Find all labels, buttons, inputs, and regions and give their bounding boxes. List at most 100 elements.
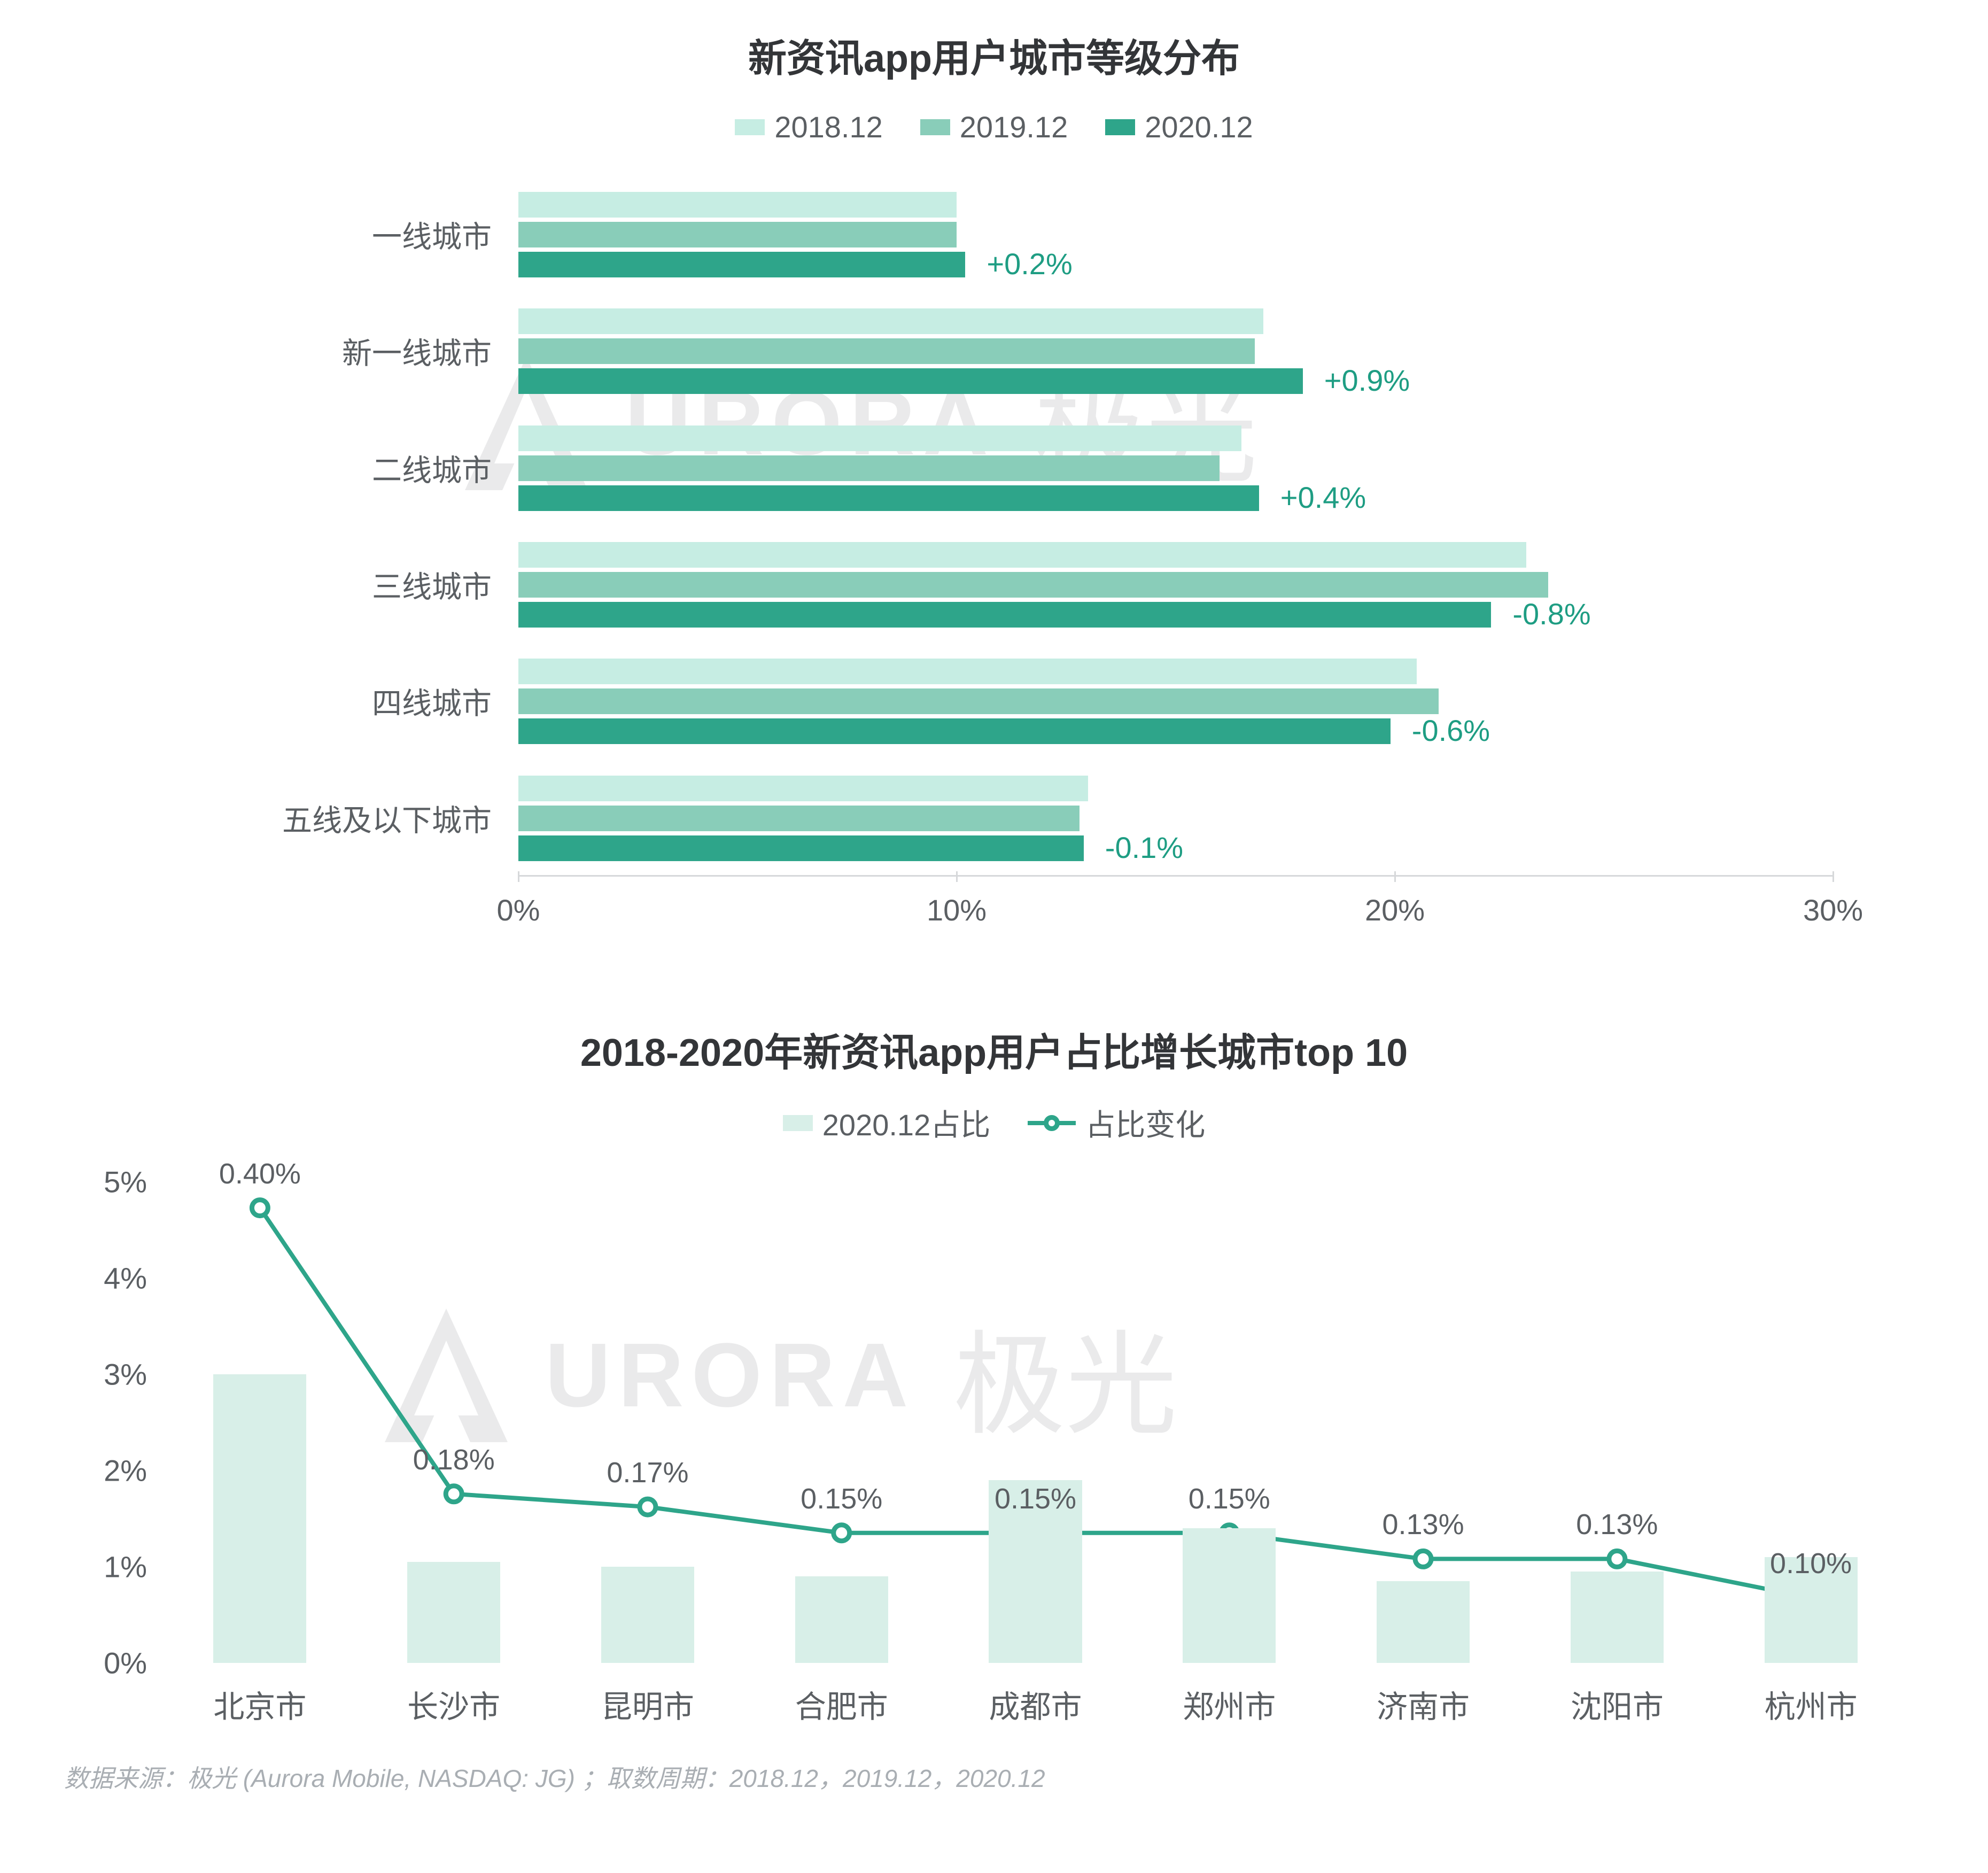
chart2-point-annotation: 0.10% [1770, 1547, 1852, 1580]
chart2-point-annotation: 0.40% [219, 1157, 301, 1190]
chart1-category-group: 二线城市+0.4% [518, 410, 1833, 527]
chart1-bar [518, 252, 965, 277]
chart1-bar-annotation: -0.8% [1512, 597, 1590, 631]
chart1-bar-annotation: -0.6% [1412, 713, 1490, 748]
chart2-legend-label-bar: 2020.12占比 [822, 1101, 990, 1144]
chart2-bar [1377, 1581, 1470, 1663]
chart2-point-annotation: 0.13% [1382, 1508, 1464, 1541]
chart1-legend-label-2: 2020.12 [1145, 110, 1253, 144]
chart2-legend-line-marker [1028, 1115, 1076, 1131]
chart2-legend: 2020.12占比 占比变化 [64, 1101, 1924, 1144]
chart1-bar-annotation: +0.9% [1324, 363, 1410, 398]
chart2-line-marker [446, 1486, 462, 1502]
chart1-bar [518, 806, 1080, 831]
chart1-bar [518, 572, 1548, 598]
chart2-container: 2018-2020年新资讯app用户占比增长城市top 10 2020.12占比… [64, 1021, 1924, 1743]
chart1-bar [518, 192, 957, 218]
chart2-y-tick-label: 0% [104, 1646, 147, 1681]
chart1-bar [518, 368, 1303, 394]
chart2-point-annotation: 0.13% [1576, 1508, 1658, 1541]
chart1-bar [518, 835, 1084, 861]
chart2-x-label: 合肥市 [795, 1682, 888, 1727]
chart2-point-annotation: 0.18% [413, 1443, 495, 1476]
chart1-category-label: 一线城市 [372, 213, 492, 257]
chart1-category-label: 四线城市 [372, 680, 492, 723]
chart2-bar [213, 1374, 306, 1663]
chart1-category-group: 新一线城市+0.9% [518, 293, 1833, 409]
chart1-bar [518, 659, 1417, 684]
chart2-x-label: 昆明市 [601, 1682, 694, 1727]
chart1-legend-item-2: 2020.12 [1105, 110, 1253, 144]
chart2-x-label: 沈阳市 [1571, 1682, 1664, 1727]
chart1-bar-annotation: +0.2% [987, 246, 1072, 281]
chart1-bar-annotation: -0.1% [1105, 830, 1183, 865]
chart1-legend-swatch-0 [735, 119, 765, 135]
chart2-bar [1571, 1572, 1664, 1663]
chart1-category-label: 三线城市 [372, 563, 492, 607]
chart2-bar [601, 1567, 694, 1663]
chart1-legend-item-0: 2018.12 [735, 110, 882, 144]
chart1-container: 新资讯app用户城市等级分布 2018.12 2019.12 2020.12 [64, 27, 1924, 978]
chart2-point-annotation: 0.17% [607, 1456, 688, 1489]
chart2-y-tick-label: 3% [104, 1357, 147, 1392]
chart2-plot-wrapper: URORA 极光 0%1%2%3%4%5%北京市0.40%长沙市0.18%昆明市… [64, 1182, 1924, 1743]
chart1-category-group: 三线城市-0.8% [518, 527, 1833, 643]
chart1-x-tick-label: 30% [1803, 893, 1863, 927]
chart1-legend-swatch-2 [1105, 119, 1135, 135]
chart1-legend: 2018.12 2019.12 2020.12 [64, 110, 1924, 144]
chart2-legend-item-bar: 2020.12占比 [783, 1101, 990, 1144]
chart2-bar [1183, 1528, 1276, 1663]
chart2-point-annotation: 0.15% [995, 1482, 1076, 1515]
chart2-y-tick-label: 2% [104, 1453, 147, 1488]
chart1-category-label: 新一线城市 [342, 330, 492, 373]
chart1-category-group: 四线城市-0.6% [518, 643, 1833, 760]
chart1-plot-area: 0%10%20%30%一线城市+0.2%新一线城市+0.9%二线城市+0.4%三… [518, 176, 1833, 877]
chart2-x-label: 成都市 [989, 1682, 1082, 1727]
chart2-legend-item-line: 占比变化 [1028, 1101, 1205, 1144]
chart2-line-marker [1415, 1551, 1431, 1567]
chart2-line-marker [252, 1200, 268, 1216]
chart2-x-label: 郑州市 [1183, 1682, 1276, 1727]
chart2-y-tick-label: 1% [104, 1550, 147, 1584]
chart2-bar [795, 1576, 888, 1663]
chart1-bar [518, 602, 1491, 628]
chart1-bar [518, 425, 1241, 451]
chart1-legend-swatch-1 [920, 119, 950, 135]
chart1-bar [518, 776, 1088, 801]
chart2-y-tick-label: 4% [104, 1261, 147, 1296]
chart1-legend-label-0: 2018.12 [774, 110, 882, 144]
chart1-legend-label-1: 2019.12 [960, 110, 1068, 144]
chart2-x-label: 杭州市 [1765, 1682, 1858, 1727]
chart2-legend-label-line: 占比变化 [1085, 1101, 1205, 1144]
chart1-category-group: 一线城市+0.2% [518, 176, 1833, 293]
chart1-bar [518, 308, 1263, 334]
source-note: 数据来源：极光 (Aurora Mobile, NASDAQ: JG) ；取数周… [64, 1759, 1924, 1794]
chart1-x-tick-label: 10% [927, 893, 987, 927]
chart2-point-annotation: 0.15% [1189, 1482, 1270, 1515]
chart2-title: 2018-2020年新资讯app用户占比增长城市top 10 [64, 1021, 1924, 1077]
chart1-bar [518, 718, 1391, 744]
chart2-x-label: 长沙市 [407, 1682, 500, 1727]
chart1-bar [518, 222, 957, 247]
chart1-bar-annotation: +0.4% [1280, 480, 1366, 515]
chart1-plot-wrapper: URORA 极光 0%10%20%30%一线城市+0.2%新一线城市+0.9%二… [64, 176, 1924, 978]
chart1-bar [518, 455, 1220, 481]
chart2-legend-swatch-bar [783, 1115, 813, 1131]
chart2-line-marker [1609, 1551, 1625, 1567]
chart1-legend-item-1: 2019.12 [920, 110, 1068, 144]
chart2-x-label: 济南市 [1377, 1682, 1470, 1727]
chart2-point-annotation: 0.15% [801, 1482, 882, 1515]
chart1-category-label: 二线城市 [372, 446, 492, 490]
chart1-title: 新资讯app用户城市等级分布 [64, 27, 1924, 83]
chart1-category-group: 五线及以下城市-0.1% [518, 760, 1833, 877]
chart2-line-marker [640, 1499, 656, 1515]
chart1-category-label: 五线及以下城市 [282, 796, 492, 840]
chart2-line-marker [834, 1525, 850, 1541]
chart1-bar [518, 688, 1439, 714]
chart1-bar [518, 485, 1259, 511]
chart1-x-tick-label: 0% [497, 893, 540, 927]
chart2-y-tick-label: 5% [104, 1165, 147, 1199]
page-root: 新资讯app用户城市等级分布 2018.12 2019.12 2020.12 [0, 0, 1988, 1873]
chart2-bar [407, 1562, 500, 1663]
chart1-x-tick-label: 20% [1365, 893, 1425, 927]
